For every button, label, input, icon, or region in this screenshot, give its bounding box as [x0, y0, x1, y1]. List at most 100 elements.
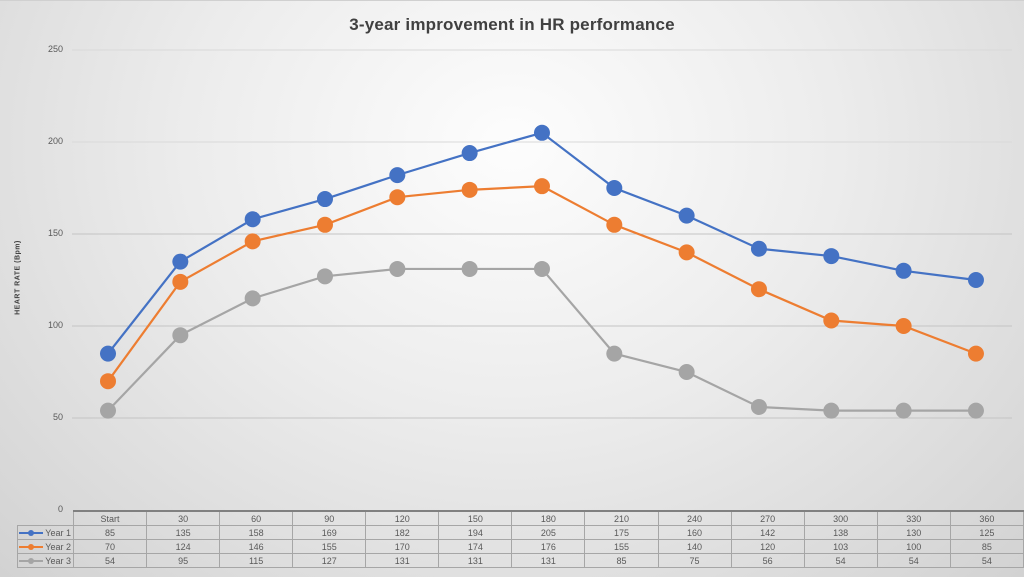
data-point-marker[interactable] [533, 260, 550, 277]
table-cell: 146 [219, 539, 294, 554]
x-category-label: 90 [292, 510, 367, 526]
table-cell: 95 [146, 553, 221, 568]
y-tick-label: 0 [57, 504, 63, 514]
table-cell: 142 [730, 525, 805, 540]
table-cell: 85 [949, 539, 1024, 554]
data-point-marker[interactable] [750, 281, 767, 298]
data-point-marker[interactable] [750, 240, 767, 257]
series-line [107, 131, 977, 355]
table-cell: 155 [292, 539, 367, 554]
table-cell: 131 [365, 553, 440, 568]
data-point-marker[interactable] [389, 167, 406, 184]
data-point-marker[interactable] [678, 207, 695, 224]
y-tick-label: 150 [47, 228, 63, 238]
x-category-label: 180 [511, 510, 586, 526]
table-cell: 85 [584, 553, 659, 568]
data-point-marker[interactable] [606, 180, 623, 196]
data-table: Start 30 60 90 120 150 180 210 240 270 300 330 360 Ye… [17, 510, 1024, 568]
data-point-marker[interactable] [461, 260, 478, 277]
data-point-marker[interactable] [389, 189, 406, 206]
table-cell: 175 [584, 525, 659, 540]
table-cell: 85 [72, 525, 148, 540]
table-cell: 70 [72, 539, 148, 554]
data-point-marker[interactable] [823, 402, 840, 419]
data-point-marker[interactable] [316, 216, 333, 233]
data-point-marker[interactable] [100, 402, 116, 419]
data-point-marker[interactable] [750, 398, 767, 415]
table-cell: 169 [292, 525, 367, 540]
data-point-marker[interactable] [172, 327, 189, 344]
data-point-marker[interactable] [244, 233, 261, 250]
table-cell: 124 [146, 539, 221, 554]
x-category-label: 120 [365, 510, 440, 526]
data-point-marker[interactable] [533, 178, 550, 195]
x-category-label: 270 [730, 510, 805, 526]
data-point-marker[interactable] [895, 318, 912, 334]
legend-entry[interactable]: Year 1 [17, 525, 74, 540]
data-point-marker[interactable] [895, 402, 912, 419]
y-tick-label: 50 [52, 412, 63, 422]
data-point-marker[interactable] [100, 373, 116, 390]
data-point-marker[interactable] [967, 272, 984, 288]
y-tick-label: 250 [47, 44, 63, 54]
legend-entry[interactable]: Year 2 [17, 539, 74, 554]
table-cell: 155 [584, 539, 659, 554]
table-cell: 176 [511, 539, 586, 554]
data-point-marker[interactable] [823, 312, 840, 329]
table-cell: 100 [876, 539, 951, 554]
x-category-label: 240 [657, 510, 732, 526]
legend-key-icon [19, 558, 44, 565]
x-category-label: 330 [876, 510, 951, 526]
data-point-marker[interactable] [606, 345, 623, 362]
data-point-marker[interactable] [967, 402, 984, 419]
data-point-marker[interactable] [316, 268, 333, 285]
data-point-marker[interactable] [461, 145, 478, 162]
table-cell: 115 [219, 553, 294, 568]
table-cell: 135 [146, 525, 221, 540]
table-cell: 127 [292, 553, 367, 568]
data-point-marker[interactable] [244, 211, 261, 228]
x-category-label: 60 [219, 510, 294, 526]
data-point-marker[interactable] [606, 216, 623, 233]
table-cell: 158 [219, 525, 294, 540]
table-cell: 75 [657, 553, 732, 568]
table-cell: 54 [949, 553, 1024, 568]
legend-key-icon [19, 544, 44, 551]
table-cell: 174 [438, 539, 513, 554]
data-point-marker[interactable] [895, 262, 912, 279]
table-cell: 56 [730, 553, 805, 568]
x-category-label: 210 [584, 510, 659, 526]
chart-title: 3-year improvement in HR performance [349, 15, 675, 34]
table-cell: 125 [949, 525, 1024, 540]
legend-key-icon [19, 530, 44, 537]
data-point-marker[interactable] [316, 191, 333, 208]
table-cell: 120 [730, 539, 805, 554]
data-point-marker[interactable] [100, 345, 116, 362]
y-tick-label: 200 [47, 136, 63, 146]
table-cell: 140 [657, 539, 732, 554]
data-point-marker[interactable] [172, 253, 189, 270]
data-point-marker[interactable] [678, 244, 695, 261]
table-cell: 205 [511, 525, 586, 540]
table-cell: 103 [803, 539, 878, 554]
data-point-marker[interactable] [823, 248, 840, 265]
table-row: Year 1 85 135 158 169 182 194 205 175 160 142 138 13… [17, 525, 1024, 540]
data-point-marker[interactable] [461, 181, 478, 198]
x-category-label: 300 [803, 510, 878, 526]
x-category-label: 150 [438, 510, 513, 526]
data-point-marker[interactable] [389, 260, 406, 277]
data-point-marker[interactable] [678, 364, 695, 380]
data-point-marker[interactable] [533, 124, 550, 141]
table-cell: 131 [438, 553, 513, 568]
table-cell: 170 [365, 539, 440, 554]
legend-entry[interactable]: Year 3 [17, 553, 74, 568]
table-row: Year 3 54 95 115 127 131 131 131 85 75 56 54 54 54 [17, 553, 1024, 568]
data-point-marker[interactable] [244, 290, 261, 307]
data-point-marker[interactable] [967, 345, 984, 362]
table-cell: 54 [72, 553, 148, 568]
data-point-marker[interactable] [172, 273, 189, 290]
table-cell: 54 [876, 553, 951, 568]
y-tick-label: 100 [47, 320, 63, 330]
